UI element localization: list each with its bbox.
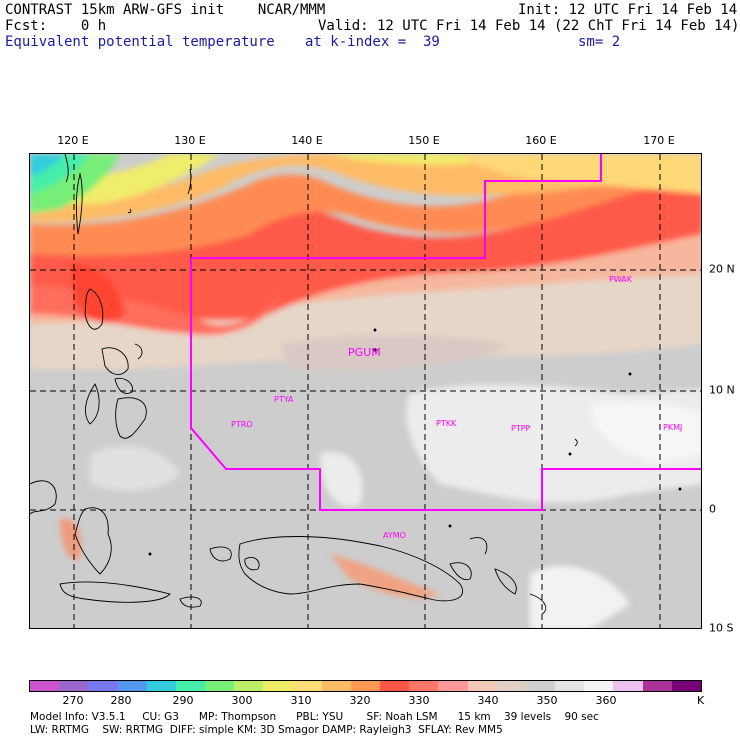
station-ptro: PTRO: [231, 420, 253, 429]
model-info-line1: Model Info: V3.5.1 CU: G3 MP: Thompson P…: [30, 711, 599, 723]
colorbar-segment: [175, 681, 206, 691]
theta-e-map: PWAK PGUM PTYA PTRO PTKK PTPP PKMJ AYMO: [29, 153, 702, 629]
colorbar-segment: [205, 681, 235, 691]
colorbar-segment: [263, 681, 293, 691]
lat-label: 0: [709, 502, 716, 516]
lon-label: 130 E: [174, 134, 206, 147]
lon-label: 160 E: [525, 134, 557, 147]
map-svg: PWAK PGUM PTYA PTRO PTKK PTPP PKMJ AYMO: [30, 154, 701, 628]
lon-label: 120 E: [57, 134, 89, 147]
colorbar-segment: [555, 681, 585, 691]
colorbar-segment: [30, 681, 60, 691]
colorbar-tick: 340: [477, 694, 499, 707]
model-info-line2: LW: RRTMG SW: RRTMG DIFF: simple KM: 3D …: [30, 724, 503, 736]
colorbar-segment: [321, 681, 351, 691]
colorbar-segment: [467, 681, 497, 691]
colorbar: [29, 680, 702, 692]
latlon-grid: [30, 154, 701, 628]
lat-label: 20 N: [709, 262, 735, 276]
colorbar-segment: [380, 681, 410, 691]
colorbar-segment: [642, 681, 672, 691]
colorbar-segment: [613, 681, 643, 691]
station-labels: PWAK PGUM PTYA PTRO PTKK PTPP PKMJ AYMO: [231, 275, 682, 540]
colorbar-segment: [117, 681, 147, 691]
model-title: CONTRAST 15km ARW-GFS init NCAR/MMM: [5, 2, 326, 18]
valid-time: Valid: 12 UTC Fri 14 Feb 14 (22 ChT Fri …: [318, 18, 740, 34]
field-name: Equivalent potential temperature: [5, 34, 275, 50]
forecast-hour: Fcst: 0 h: [5, 18, 107, 34]
colorbar-segment: [496, 681, 526, 691]
colorbar-tick: 270: [62, 694, 84, 707]
colorbar-segment: [234, 681, 264, 691]
colorbar-unit: K: [697, 694, 705, 707]
colorbar-segment: [409, 681, 439, 691]
station-ptkk: PTKK: [436, 419, 457, 428]
station-pgum: PGUM: [348, 346, 381, 359]
coastlines: [30, 154, 682, 615]
lat-label: 10 S: [709, 621, 734, 635]
colorbar-tick: 320: [349, 694, 371, 707]
colorbar-segment: [59, 681, 89, 691]
lon-label: 170 E: [643, 134, 675, 147]
station-ptya: PTYA: [274, 395, 294, 404]
colorbar-segment: [350, 681, 381, 691]
smoothing: sm= 2: [578, 34, 621, 50]
init-time: Init: 12 UTC Fri 14 Feb 14: [518, 2, 738, 18]
field-shading: [30, 154, 701, 628]
colorbar-segment: [525, 681, 556, 691]
station-pwak: PWAK: [609, 275, 633, 284]
region-boundary: [190, 154, 701, 511]
colorbar-tick: 330: [408, 694, 430, 707]
colorbar-segment: [671, 681, 701, 691]
colorbar-segment: [584, 681, 614, 691]
colorbar-segment: [146, 681, 176, 691]
colorbar-tick: 350: [536, 694, 558, 707]
lon-label: 140 E: [291, 134, 323, 147]
colorbar-tick: 360: [595, 694, 617, 707]
station-aymo: AYMO: [383, 531, 406, 540]
lat-label: 10 N: [709, 383, 735, 397]
level-index: at k-index = 39: [305, 34, 440, 50]
colorbar-segment: [292, 681, 322, 691]
colorbar-tick: 290: [172, 694, 194, 707]
lon-label: 150 E: [408, 134, 440, 147]
station-ptpp: PTPP: [511, 424, 531, 433]
colorbar-tick: 300: [231, 694, 253, 707]
station-pkmj: PKMJ: [663, 423, 682, 432]
colorbar-segment: [438, 681, 468, 691]
colorbar-tick: 310: [290, 694, 312, 707]
colorbar-segment: [88, 681, 118, 691]
colorbar-tick: 280: [110, 694, 132, 707]
